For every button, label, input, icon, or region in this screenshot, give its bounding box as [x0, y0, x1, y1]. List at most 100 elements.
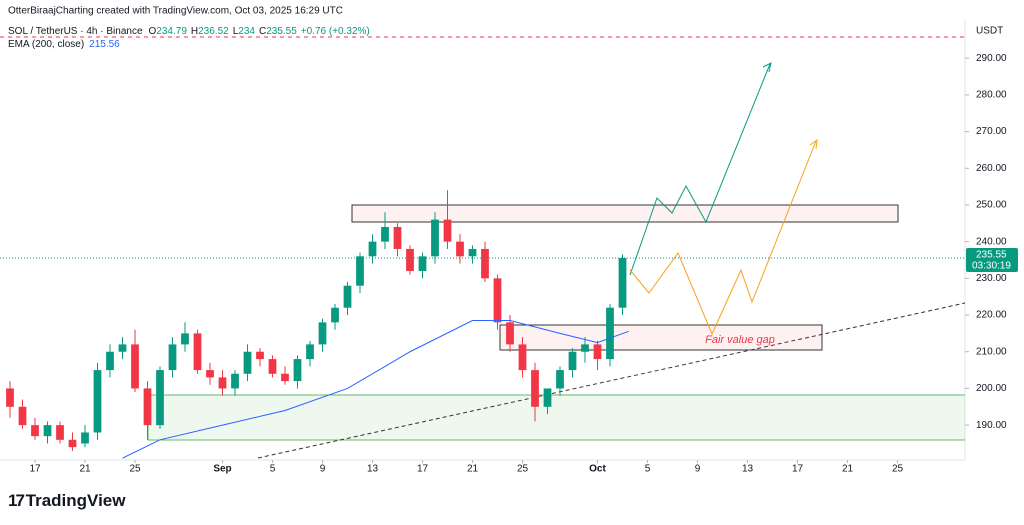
candle-body: [18, 406, 27, 426]
y-tick-label: 190.00: [976, 420, 1007, 431]
brand: TradingView: [26, 491, 127, 510]
y-tick-label: 240.00: [976, 236, 1007, 247]
x-tick-label: 25: [892, 464, 904, 475]
ema-value: 215.56: [89, 39, 120, 50]
y-tick-label: 290.00: [976, 53, 1007, 64]
x-tick-label: 25: [129, 464, 141, 475]
candle-body: [431, 219, 439, 257]
ohlc-value: 235.55: [266, 26, 297, 37]
candle-body: [318, 322, 327, 345]
x-tick-label: 21: [467, 464, 479, 475]
candle-body: [193, 333, 202, 371]
y-tick-label: 220.00: [976, 310, 1007, 321]
candle-body: [206, 370, 214, 378]
watermark: OtterBiraajCharting created with Trading…: [8, 6, 343, 17]
candle-body: [381, 226, 389, 242]
demand-zone: [148, 395, 965, 440]
candle-body: [518, 344, 527, 371]
candle-body: [406, 248, 414, 272]
annotation: Fair value gap: [705, 334, 775, 346]
x-tick-label: 17: [792, 464, 804, 475]
ema-legend: EMA (200, close) 215.56: [8, 39, 120, 50]
candle-body: [68, 439, 77, 448]
candle-body: [543, 388, 552, 407]
candle-body: [331, 307, 339, 323]
candle-body: [81, 432, 89, 444]
candle-body: [106, 351, 114, 371]
resistance-box: [351, 204, 899, 223]
candle-body: [218, 377, 227, 389]
candle-body: [593, 344, 602, 360]
candle-body: [31, 425, 39, 437]
x-tick-label: 5: [645, 464, 651, 475]
currency: USDT: [976, 26, 1003, 37]
x-tick-label: 17: [29, 464, 41, 475]
candle-body: [531, 370, 539, 407]
candle-body: [418, 256, 427, 272]
symbol: SOL / TetherUS · 4h · Binance: [8, 26, 143, 37]
change: +0.76 (+0.32%): [301, 26, 370, 37]
ema-name: EMA (200, close): [8, 39, 84, 50]
candle-body: [281, 373, 289, 382]
candle-body: [6, 388, 14, 407]
ohlc-key: H: [191, 26, 198, 37]
logo: 17 TradingView: [8, 491, 126, 510]
last-price: 235.55: [976, 250, 1007, 261]
candle-body: [481, 248, 489, 279]
candle-body: [231, 373, 239, 389]
x-tick-label: Oct: [589, 464, 606, 475]
candle-body: [256, 351, 264, 360]
candle-body: [143, 388, 152, 426]
candle-body: [468, 248, 477, 257]
last-price-box: [966, 247, 1018, 272]
ohlc-key: O: [149, 26, 157, 37]
candle-body: [456, 241, 464, 257]
candle-body: [293, 359, 302, 382]
candle-body: [93, 370, 102, 433]
x-tick-label: 9: [695, 464, 701, 475]
legend: SOL / TetherUS · 4h · Binance O234.79 H236…: [8, 26, 370, 37]
candle-body: [506, 322, 514, 345]
candle-body: [306, 344, 314, 360]
ema-line: [122, 320, 629, 459]
y-tick-label: 200.00: [976, 383, 1007, 394]
y-tick-label: 260.00: [976, 163, 1007, 174]
y-tick-label: 230.00: [976, 273, 1007, 284]
candle-body: [356, 256, 364, 286]
ohlc-value: 234.79: [156, 26, 187, 37]
x-tick-label: 21: [79, 464, 91, 475]
ohlc-value: 234: [238, 26, 255, 37]
x-tick-label: 25: [517, 464, 529, 475]
x-tick-label: 17: [417, 464, 429, 475]
y-tick-label: 210.00: [976, 346, 1007, 357]
y-tick-label: 280.00: [976, 90, 1007, 101]
candle-body: [618, 257, 627, 308]
projection-alt: [629, 140, 817, 336]
trend-line: [257, 302, 966, 459]
candle-body: [43, 425, 52, 437]
arrow-head: [809, 138, 818, 150]
candle-body: [393, 226, 402, 249]
arrow-head: [762, 62, 772, 73]
x-tick-label: 9: [320, 464, 326, 475]
candle-body: [168, 344, 177, 371]
x-tick-label: 13: [742, 464, 754, 475]
candle-body: [343, 285, 352, 308]
candle-body: [131, 344, 139, 389]
x-tick-label: 5: [270, 464, 276, 475]
candle-body: [156, 370, 164, 426]
ohlc-value: 236.52: [198, 26, 229, 37]
x-tick-label: 21: [842, 464, 854, 475]
candle-body: [181, 333, 189, 345]
candle-body: [243, 351, 252, 374]
ohlc-key: C: [259, 26, 266, 37]
candle-body: [56, 425, 64, 440]
fvg-box: [499, 324, 823, 351]
candle-body: [443, 219, 452, 242]
candle-body: [268, 359, 277, 374]
candle-body: [368, 241, 377, 257]
candle-body: [118, 344, 127, 352]
candle-body: [493, 278, 502, 323]
